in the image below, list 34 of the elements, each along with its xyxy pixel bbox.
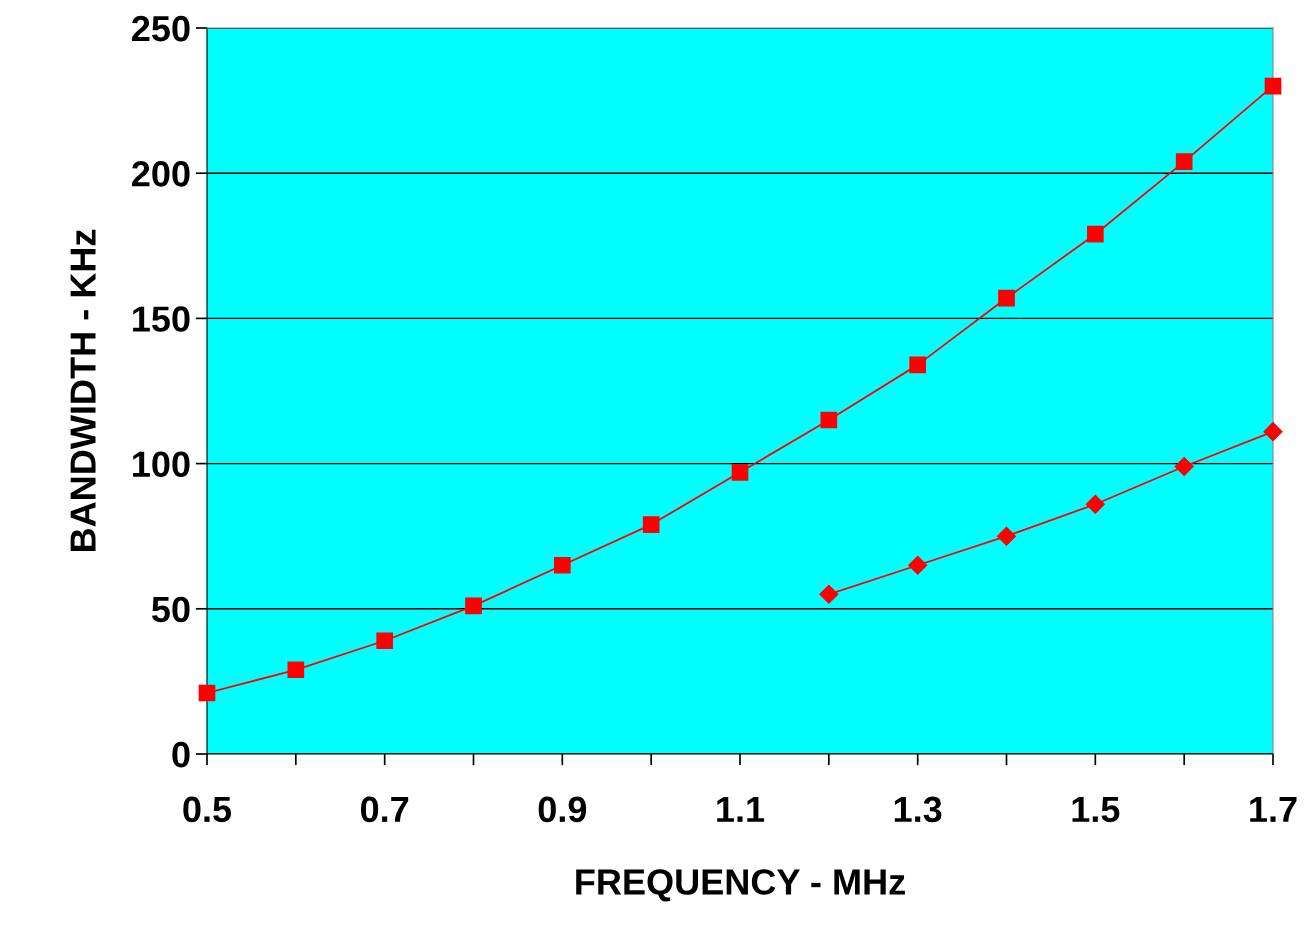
point [1263, 422, 1283, 442]
y-tick-label: 200 [132, 161, 190, 187]
point [1086, 225, 1104, 243]
x-axis-title: FREQUENCY - MHz [576, 869, 905, 902]
y-tick-label: 150 [133, 306, 190, 332]
point [287, 661, 305, 679]
point [553, 556, 571, 574]
x-tick-label: 1.3 [894, 796, 942, 823]
y-tick-label: 100 [133, 451, 190, 478]
point [731, 463, 749, 481]
x-tick-label: 0.9 [538, 796, 587, 823]
y-tick-label: 0 [172, 741, 190, 768]
point [1174, 456, 1194, 477]
point [642, 516, 660, 533]
x-tick-label: 0.7 [361, 796, 409, 823]
point [1085, 494, 1105, 514]
point [820, 411, 838, 429]
point [998, 289, 1015, 307]
y-axis-title: BANDWIDTH - KHz [70, 229, 96, 552]
point [908, 555, 928, 575]
point [1175, 153, 1193, 170]
x-tick-label: 1.1 [717, 796, 765, 822]
point [1264, 77, 1282, 95]
y-tick-label: 250 [132, 15, 190, 42]
point [376, 632, 394, 650]
point [465, 597, 482, 615]
point [198, 684, 216, 702]
point [819, 584, 839, 604]
x-tick-label: 1.5 [1072, 796, 1120, 823]
point [996, 526, 1017, 546]
y-tick-label: 50 [151, 596, 190, 623]
x-tick-label: 1.7 [1250, 796, 1297, 822]
x-tick-label: 0.5 [183, 796, 232, 823]
point [909, 356, 927, 374]
